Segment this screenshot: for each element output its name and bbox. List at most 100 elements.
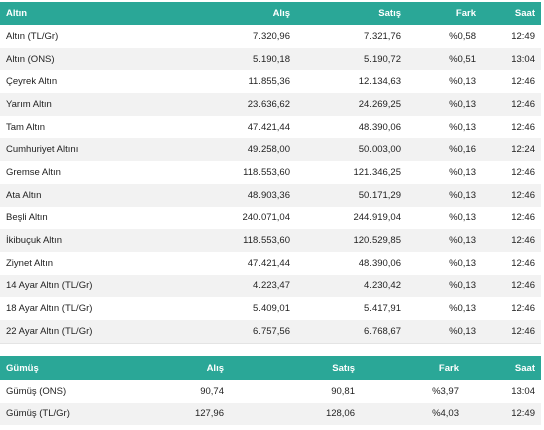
table-row: Ata Altın 48.903,36 50.171,29 %0,13 12:46: [0, 183, 541, 207]
row-name: İkibuçuk Altın: [6, 235, 62, 247]
row-name: 14 Ayar Altın (TL/Gr): [6, 280, 93, 292]
row-time: 12:46: [511, 189, 535, 201]
row-time: 12:46: [511, 212, 535, 224]
row-sell: 120.529,85: [353, 235, 401, 247]
row-time: 12:46: [511, 235, 535, 247]
row-time: 12:24: [511, 144, 535, 156]
row-change: %0,13: [449, 325, 476, 337]
row-buy: 118.553,60: [243, 235, 290, 247]
row-time: 12:46: [511, 98, 535, 110]
table-row: Gremse Altın 118.553,60 121.346,25 %0,13 12:…: [0, 161, 541, 184]
row-name: Tam Altın: [6, 121, 46, 133]
row-buy: 5.190,18: [253, 53, 290, 65]
row-sell: 121.346,25: [353, 166, 401, 178]
column-header-change: Fark: [455, 8, 476, 19]
row-name: Gümüş (TL/Gr): [6, 408, 70, 420]
row-change: %0,58: [449, 30, 476, 42]
row-sell: 50.003,00: [358, 144, 401, 156]
column-header-name: Altın: [6, 8, 28, 19]
table-row: 22 Ayar Altın (TL/Gr) 6.757,56 6.768,67 %0,…: [0, 319, 541, 343]
row-change: %0,16: [449, 144, 476, 156]
row-time: 12:46: [511, 76, 535, 88]
row-buy: 48.903,36: [247, 189, 290, 201]
row-time: 12:46: [511, 166, 535, 178]
row-name: Gümüş (ONS): [6, 385, 67, 397]
row-change: %0,13: [449, 280, 476, 292]
column-header-buy: Alış: [206, 362, 224, 374]
table-row: Gümüş (ONS) 90,74 90,81 %3,97 13:04: [0, 380, 541, 403]
row-time: 12:46: [511, 303, 535, 315]
table-row: Yarım Altın 23.636,62 24.269,25 %0,13 12:46: [0, 93, 541, 116]
table-row: Cumhuriyet Altını 49.258,00 50.003,00 %0,16…: [0, 138, 541, 162]
row-buy: 90,74: [200, 385, 224, 397]
table-row: Altın (TL/Gr) 7.320,96 7.321,76 %0,58 12:49: [0, 25, 541, 48]
row-name: Altın (ONS): [6, 53, 55, 65]
row-change: %0,13: [449, 303, 476, 315]
row-sell: 48.390,06: [358, 121, 401, 133]
row-name: Altın (TL/Gr): [6, 30, 59, 42]
row-buy: 11.855,36: [248, 76, 290, 88]
row-time: 12:49: [511, 408, 535, 420]
row-buy: 23.636,62: [247, 98, 290, 110]
row-buy: 7.320,96: [253, 30, 290, 42]
column-header-time: Saat: [514, 362, 535, 374]
row-sell: 12.134,63: [358, 76, 401, 88]
table-row: Gümüş (TL/Gr) 127,96 128,06 %4,03 12:49: [0, 402, 541, 425]
column-header-sell: Satış: [332, 362, 355, 374]
table-row: Beşli Altın 240.071,04 244.919,04 %0,13 12:4…: [0, 206, 541, 230]
row-change: %0,13: [449, 257, 476, 269]
gold-price-table: Altın Alış Satış Fark Saat Altın (TL/Gr)…: [0, 2, 541, 343]
column-header-name: Gümüş: [6, 362, 39, 374]
row-change: %0,13: [449, 212, 476, 224]
row-sell: 6.768,67: [364, 325, 401, 337]
table-row: 14 Ayar Altın (TL/Gr) 4.223,47 4.230,42 %0,…: [0, 274, 541, 298]
row-change: %4,03: [432, 408, 459, 420]
row-time: 12:46: [511, 257, 535, 269]
silver-price-table: Gümüş Alış Satış Fark Saat Gümüş (ONS) 90…: [0, 356, 541, 425]
row-name: Ziynet Altın: [6, 257, 53, 269]
row-buy: 47.421,44: [247, 121, 290, 133]
row-name: Beşli Altın: [6, 212, 48, 224]
row-change: %0,13: [449, 235, 476, 247]
row-name: Gremse Altın: [6, 166, 61, 178]
table-row: Çeyrek Altın 11.855,36 12.134,63 %0,13 12:46: [0, 70, 541, 94]
row-sell: 24.269,25: [358, 98, 401, 110]
silver-table-header: Gümüş Alış Satış Fark Saat: [0, 356, 541, 380]
row-time: 12:46: [511, 325, 535, 337]
row-name: Ata Altın: [6, 189, 42, 201]
table-row: İkibuçuk Altın 118.553,60 120.529,85 %0,13 1…: [0, 229, 541, 252]
row-sell: 128,06: [325, 408, 355, 420]
row-time: 12:46: [511, 280, 535, 292]
row-sell: 90,81: [331, 385, 355, 397]
row-buy: 118.553,60: [243, 166, 290, 178]
gold-table-header: Altın Alış Satış Fark Saat: [0, 2, 541, 25]
row-buy: 47.421,44: [247, 257, 290, 269]
row-sell: 48.390,06: [358, 257, 401, 269]
row-change: %0,13: [449, 189, 476, 201]
column-header-buy: Alış: [272, 8, 290, 19]
row-change: %0,51: [449, 53, 476, 65]
row-name: 18 Ayar Altın (TL/Gr): [6, 303, 93, 315]
row-change: %3,97: [432, 385, 459, 397]
table-row: Tam Altın 47.421,44 48.390,06 %0,13 12:46: [0, 115, 541, 139]
row-sell: 7.321,76: [364, 30, 401, 42]
section-divider: [0, 343, 541, 344]
row-sell: 5.190,72: [364, 53, 401, 65]
table-row: Altın (ONS) 5.190,18 5.190,72 %0,51 13:04: [0, 47, 541, 71]
row-change: %0,13: [449, 76, 476, 88]
table-row: Ziynet Altın 47.421,44 48.390,06 %0,13 12:46: [0, 251, 541, 275]
row-time: 13:04: [511, 53, 535, 65]
row-change: %0,13: [449, 98, 476, 110]
row-buy: 4.223,47: [253, 280, 290, 292]
row-time: 12:49: [511, 30, 535, 42]
table-row: 18 Ayar Altın (TL/Gr) 5.409,01 5.417,91 %0,…: [0, 297, 541, 320]
row-sell: 5.417,91: [364, 303, 401, 315]
row-change: %0,13: [449, 166, 476, 178]
row-buy: 49.258,00: [247, 144, 290, 156]
row-sell: 244.919,04: [353, 212, 401, 224]
row-buy: 127,96: [194, 408, 224, 420]
row-sell: 4.230,42: [364, 280, 401, 292]
column-header-sell: Satış: [378, 8, 401, 19]
row-name: Yarım Altın: [6, 98, 52, 110]
row-sell: 50.171,29: [358, 189, 401, 201]
